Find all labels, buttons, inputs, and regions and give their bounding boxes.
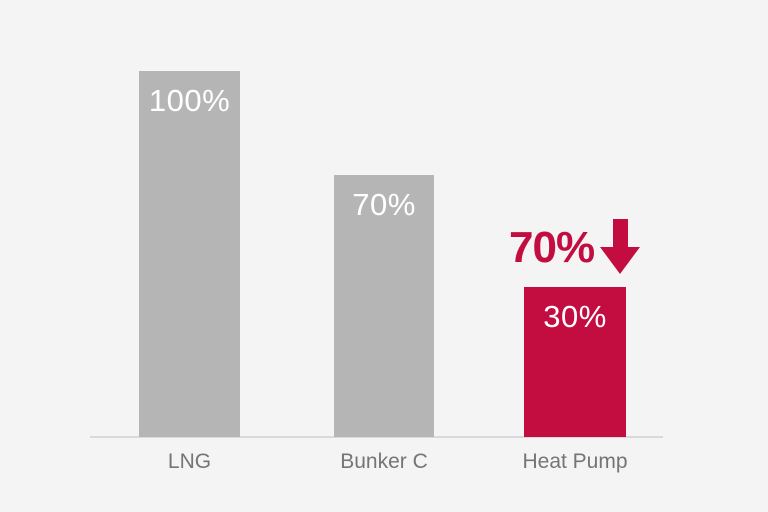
down-arrow-shape — [600, 219, 641, 274]
category-label-lng: LNG — [167, 450, 212, 473]
category-label-heat-pump: Heat Pump — [522, 450, 628, 473]
reduction-percent-label: 70% — [509, 223, 595, 272]
bar-value-label: 70% — [352, 187, 416, 222]
bar-lng: 100% — [139, 71, 240, 437]
bar-value-label: 100% — [148, 83, 231, 118]
x-axis-line — [90, 436, 663, 438]
reduction-annotation: 70% — [509, 217, 641, 274]
bar-heat-pump: 30% — [524, 287, 626, 437]
bar-bunker-c: 70% — [334, 175, 434, 437]
down-arrow-icon — [600, 219, 641, 274]
bar-value-label: 30% — [543, 299, 607, 334]
category-label-bunker-c: Bunker C — [340, 450, 428, 473]
